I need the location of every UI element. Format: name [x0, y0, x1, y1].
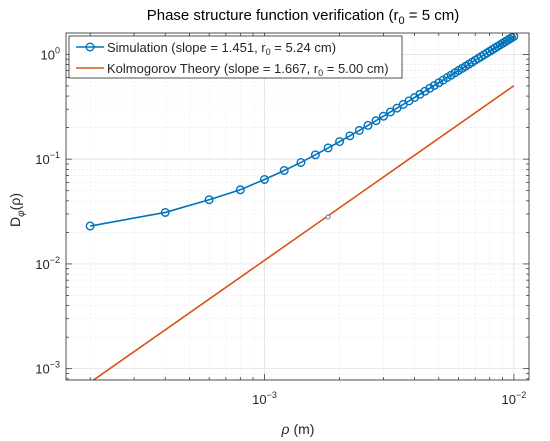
data-point	[354, 125, 364, 135]
y-tick-label: 10−1	[35, 150, 60, 167]
x-axis-label: ρ (m)	[281, 421, 315, 437]
y-axis-label-main: D	[7, 217, 23, 227]
data-point	[160, 207, 170, 217]
legend-label-simulation-main: Simulation (slope = 1.451, r	[107, 40, 266, 55]
plot-area	[66, 33, 529, 380]
y-tick-label: 10−2	[35, 255, 60, 272]
data-point	[259, 174, 269, 184]
x-tick-label: 10−3	[252, 390, 277, 407]
chart-title-main: Phase structure function verification (r	[147, 7, 399, 24]
data-point	[85, 221, 95, 231]
data-point	[345, 131, 355, 141]
data-point	[310, 150, 320, 160]
legend-marker-simulation	[85, 42, 95, 52]
data-point	[385, 107, 395, 117]
annotation-layer	[325, 214, 331, 220]
legend-label-simulation-sub: 0	[266, 47, 271, 57]
axes-box	[65, 32, 530, 381]
data-point	[335, 137, 345, 147]
chart-title-sub: 0	[399, 15, 405, 27]
chart-title-tail: = 5 cm)	[405, 7, 460, 24]
legend-box	[68, 35, 403, 79]
data-point	[235, 185, 245, 195]
ticks	[66, 33, 529, 380]
legend-label-kolmogorov-sub: 0	[318, 68, 323, 78]
x-tick-label: 10−2	[501, 390, 526, 407]
legend-label-kolmogorov-tail: = 5.00 cm)	[323, 61, 388, 76]
legend-label-simulation: Simulation (slope = 1.451, r0 = 5.24 cm)	[107, 40, 336, 57]
annotation-dot	[325, 214, 331, 220]
data-point	[363, 120, 373, 130]
data-point	[507, 33, 517, 43]
x-axis-label-symbol: ρ	[281, 421, 290, 437]
legend: Simulation (slope = 1.451, r0 = 5.24 cm)…	[68, 35, 403, 79]
data-point	[378, 111, 388, 121]
data-point	[425, 83, 435, 93]
chart-title: Phase structure function verification (r…	[147, 7, 460, 27]
legend-label-kolmogorov: Kolmogorov Theory (slope = 1.667, r0 = 5…	[107, 61, 389, 78]
series-line-1	[92, 85, 515, 380]
data-point	[296, 157, 306, 167]
data-point	[429, 80, 439, 90]
data-point	[323, 143, 333, 153]
y-axis-label: Dφ(ρ)	[7, 193, 27, 227]
y-tick-label: 10−3	[35, 360, 60, 377]
tick-labels: 10−3 10−2 10−3 10−2 10−1 100	[35, 45, 526, 407]
data-point	[420, 86, 430, 96]
legend-label-simulation-tail: = 5.24 cm)	[271, 40, 336, 55]
data-point	[204, 195, 214, 205]
y-tick-label: 100	[41, 45, 60, 62]
y-axis-label-tail: (ρ)	[7, 193, 23, 210]
data-point	[509, 33, 519, 41]
y-axis-label-sub: φ	[16, 210, 27, 217]
series-layer	[85, 33, 519, 380]
data-point	[279, 165, 289, 175]
legend-label-kolmogorov-main: Kolmogorov Theory (slope = 1.667, r	[107, 61, 319, 76]
x-axis-label-unit: (m)	[290, 421, 315, 437]
data-point	[371, 116, 381, 126]
